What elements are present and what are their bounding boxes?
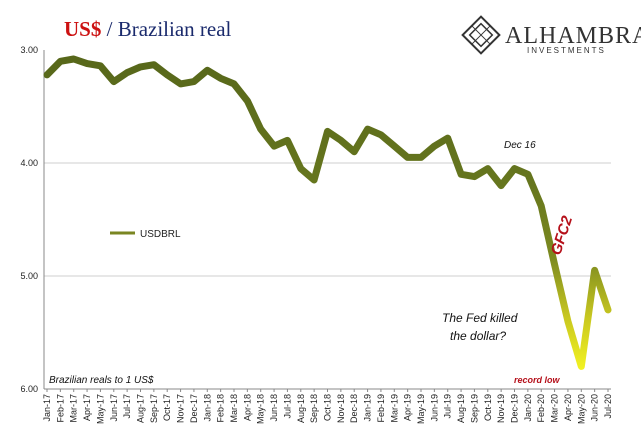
annotation-dec16: Dec 16 (504, 140, 536, 151)
x-tick-label: Apr-19 (403, 394, 413, 421)
series-line-usdbrl (43, 55, 612, 370)
x-tick-label: Jun-20 (590, 394, 600, 422)
x-tick-label: Dec-18 (349, 394, 359, 423)
x-tick-label: May-19 (416, 394, 426, 424)
x-tick-label: Jan-18 (202, 394, 212, 422)
x-tick-label: Sep-19 (469, 394, 479, 423)
x-tick-label: Sep-17 (149, 394, 159, 423)
legend: USDBRL (110, 229, 181, 240)
gridlines (44, 162, 611, 277)
x-tick-label: Dec-17 (189, 394, 199, 423)
x-tick-label: Jan-17 (42, 394, 52, 422)
x-tick-label: Dec-19 (510, 394, 520, 423)
y-axis: 3.00 4.00 5.00 6.00 (20, 45, 45, 394)
annotation-record-low: record low (514, 375, 561, 385)
annotation-gfc2: GFC2 (548, 213, 577, 257)
annotation-fed-line2: the dollar? (450, 329, 506, 343)
x-tick-label: Jul-18 (282, 394, 292, 419)
x-tick-label: Nov-18 (336, 394, 346, 423)
logo-name: ALHAMBRA (505, 23, 641, 49)
x-tick-label: Nov-17 (176, 394, 186, 423)
y-unit-note: Brazilian reals to 1 US$ (49, 375, 154, 386)
x-tick-label: Feb-18 (216, 394, 226, 423)
logo-mark-icon (461, 15, 501, 55)
alhambra-logo: ALHAMBRA INVESTMENTS (461, 15, 641, 55)
x-tick-label: Mar-19 (389, 394, 399, 423)
chart-title: US$ / Brazilian real (64, 17, 232, 41)
x-tick-label: Mar-17 (69, 394, 79, 423)
x-tick-label: Jul-19 (443, 394, 453, 419)
x-tick-label: Jul-17 (122, 394, 132, 419)
x-tick-label: Jan-20 (523, 394, 533, 422)
x-tick-label: Oct-18 (323, 394, 333, 421)
title-part2: Brazilian real (118, 17, 232, 41)
y-tick-label: 6.00 (20, 384, 38, 394)
x-tick-label: Jun-18 (269, 394, 279, 422)
title-part1: US$ (64, 17, 101, 41)
x-tick-label: Jan-19 (363, 394, 373, 422)
title-separator: / (101, 17, 117, 41)
series-usdbrl (43, 55, 612, 370)
x-tick-label: Mar-18 (229, 394, 239, 423)
x-tick-label: Feb-17 (55, 394, 65, 423)
x-tick-label: Aug-17 (136, 394, 146, 423)
annotation-fed-line1: The Fed killed (442, 311, 518, 325)
x-tick-label: Jun-19 (429, 394, 439, 422)
x-tick-label: Sep-18 (309, 394, 319, 423)
y-tick-label: 5.00 (20, 271, 38, 281)
x-tick-label: Jun-17 (109, 394, 119, 422)
x-axis: Jan-17 Feb-17 Mar-17 Apr-17 May-17 Jun-17 Jul-… (42, 388, 613, 424)
x-tick-label: Feb-19 (376, 394, 386, 423)
x-tick-label: May-17 (95, 394, 105, 424)
x-tick-label: Apr-20 (563, 394, 573, 421)
x-tick-label: Mar-20 (550, 394, 560, 423)
x-tick-label: Aug-18 (296, 394, 306, 423)
x-tick-label: May-18 (256, 394, 266, 424)
logo-subtitle: INVESTMENTS (527, 46, 606, 55)
y-tick-label: 3.00 (20, 45, 38, 55)
x-tick-label: Aug-19 (456, 394, 466, 423)
x-tick-label: Feb-20 (536, 394, 546, 423)
x-tick-label: Jul-20 (603, 394, 613, 419)
x-tick-label: Nov-19 (496, 394, 506, 423)
y-tick-label: 4.00 (20, 158, 38, 168)
x-tick-label: Oct-19 (483, 394, 493, 421)
x-tick-label: May-20 (576, 394, 586, 424)
legend-label: USDBRL (140, 229, 181, 240)
x-tick-label: Apr-17 (82, 394, 92, 421)
x-tick-label: Oct-17 (162, 394, 172, 421)
x-tick-label: Apr-18 (242, 394, 252, 421)
